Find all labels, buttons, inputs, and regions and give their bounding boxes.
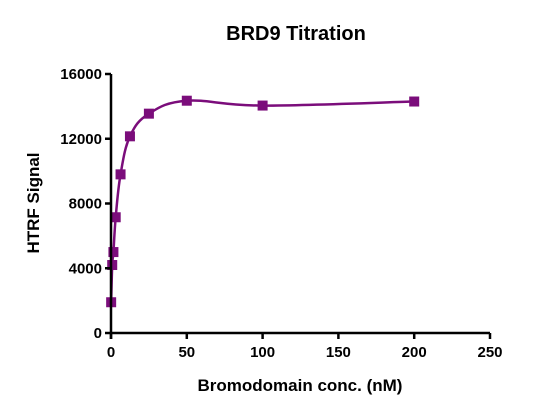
plot-area (106, 95, 420, 308)
data-point-marker (181, 95, 192, 106)
y-tick-label: 12000 (60, 131, 102, 148)
x-axis-title: Bromodomain conc. (nM) (198, 376, 403, 395)
y-axis: 0 4000 8000 12000 16000 (60, 66, 113, 342)
y-tick-label: 0 (94, 325, 102, 342)
x-tick-label: 200 (402, 344, 427, 361)
fit-curve (109, 99, 415, 303)
x-tick-label: 0 (107, 344, 115, 361)
y-axis-title: HTRF Signal (24, 152, 43, 253)
x-tick-label: 100 (250, 344, 275, 361)
chart-title: BRD9 Titration (226, 23, 366, 45)
data-point-marker (110, 212, 121, 223)
x-tick-label: 250 (477, 344, 502, 361)
data-point-marker (409, 96, 420, 107)
y-tick-label: 8000 (69, 196, 102, 213)
data-point-marker (124, 131, 135, 142)
x-tick-label: 150 (326, 344, 351, 361)
y-tick-label: 16000 (60, 66, 102, 83)
data-point-marker (257, 100, 268, 111)
data-point-marker (143, 108, 154, 119)
y-tick-label: 4000 (69, 260, 102, 277)
data-point-marker (115, 169, 126, 180)
data-point-marker (108, 247, 119, 258)
x-tick-label: 50 (178, 344, 195, 361)
x-axis: 0 50 100 150 200 250 (107, 331, 503, 361)
